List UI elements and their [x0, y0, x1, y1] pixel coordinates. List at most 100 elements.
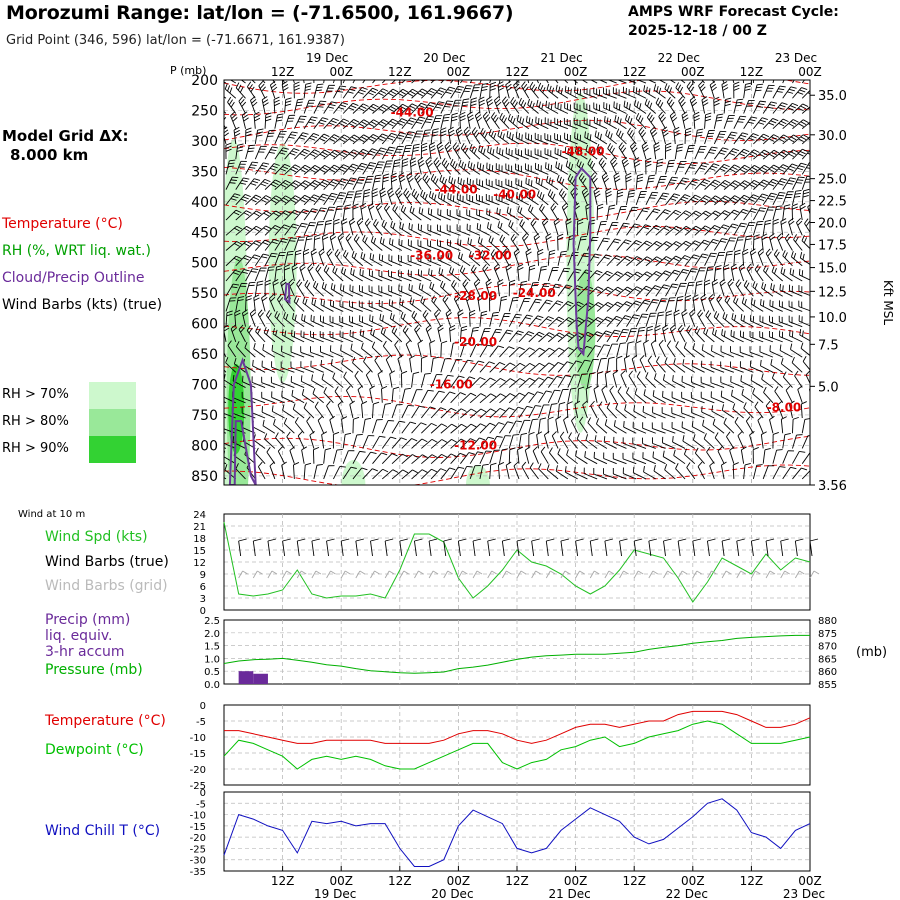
wind-barb [469, 451, 484, 464]
wind-barb [811, 188, 817, 204]
wind-barb [714, 180, 731, 190]
wind-barb [476, 161, 490, 175]
wind-barb [303, 402, 315, 419]
wind-barb [362, 134, 379, 145]
wind-barb [280, 278, 287, 297]
wind-barb [752, 220, 764, 236]
top-hour-tick-label: 12Z [505, 65, 529, 79]
wind-barb [440, 340, 448, 358]
wind-barb [635, 240, 653, 251]
wind-barb [655, 176, 667, 190]
wind-barb [329, 233, 337, 251]
wind-barb [273, 96, 281, 114]
wind-barb [264, 279, 271, 297]
grid-wind-barb [721, 570, 732, 579]
wind-barb [669, 80, 676, 84]
wind-barb [526, 191, 539, 206]
wind-barb [450, 112, 458, 129]
wind-barb [601, 172, 610, 190]
wind-barb [623, 421, 637, 434]
wind-barb [692, 434, 705, 449]
wind-barb [294, 194, 311, 206]
wind-barb [525, 132, 539, 145]
wind-barb [714, 210, 731, 221]
wind-barb [349, 300, 363, 312]
wind-barb [518, 331, 535, 343]
wind-barb [479, 463, 489, 480]
wind-barb [722, 312, 735, 328]
wind-barb [566, 401, 573, 419]
wind-barb [772, 164, 789, 175]
wind-barb [362, 234, 373, 251]
wind-barb [249, 309, 257, 327]
wind-barb [518, 405, 533, 419]
wind-barb [359, 329, 373, 343]
wind-barb [342, 191, 355, 206]
bottom-hour-tick-label: 12Z [505, 874, 529, 888]
wind-barb [479, 250, 491, 267]
wind-barb [342, 450, 355, 464]
wind-barb [417, 339, 423, 358]
wind-barb [741, 388, 754, 404]
wind-barb [323, 206, 336, 221]
wind-barb [440, 374, 454, 388]
wind-barb [664, 464, 676, 480]
wind-barb [388, 299, 403, 312]
wind-barb [391, 132, 407, 145]
wind-barb [274, 210, 291, 221]
wind-barb [645, 208, 661, 221]
wind-barb [581, 187, 590, 206]
wind-barb [547, 316, 565, 327]
wind-barb [351, 250, 364, 267]
wind-barb [577, 218, 584, 236]
wind-barb [678, 96, 686, 114]
wind-barb [545, 100, 559, 114]
wind-barb [792, 162, 807, 175]
wind-barb [666, 340, 676, 358]
wind-barb [420, 355, 428, 373]
wind-barb [359, 285, 373, 297]
wind-barb [274, 163, 291, 175]
wind-barb [332, 431, 340, 449]
wind-barb [460, 438, 476, 449]
wind-barb [401, 117, 417, 130]
wind-barb [545, 233, 552, 251]
wind-barb [510, 233, 520, 251]
wind-barb [625, 172, 632, 190]
wind-barb [457, 176, 471, 191]
wind-barb [235, 463, 246, 480]
wind-barb [538, 376, 554, 388]
wind-barb [739, 361, 754, 373]
wind-barb [264, 210, 282, 221]
wind-barb [505, 192, 520, 206]
wind-barb [643, 389, 656, 404]
wind-barb [749, 248, 757, 266]
wind-barb [333, 205, 344, 221]
grid-wind-barb [560, 570, 571, 579]
wind-barb [369, 252, 383, 267]
wind-barb [674, 295, 684, 312]
wind-barb [489, 449, 501, 464]
wind-barb [732, 403, 744, 419]
wind-barb [323, 134, 340, 145]
wind-barb [225, 283, 240, 297]
wind-barb [441, 158, 451, 175]
temperature-tick-label: -15 [190, 749, 206, 760]
cloud-outline-small [283, 283, 291, 305]
wind-barb [460, 452, 475, 464]
grid-wind-barb [399, 570, 410, 579]
wind-barb [583, 467, 598, 480]
wind-chill-tick-label: -15 [190, 822, 206, 833]
wind-barb [450, 375, 465, 388]
wind-barb [606, 343, 619, 358]
wind-barb [253, 294, 260, 312]
wind-barb [658, 339, 666, 358]
wind-barb [616, 271, 633, 282]
wind-barb [291, 329, 305, 343]
wind-barb [499, 393, 516, 404]
wind-barb [743, 194, 759, 206]
wind-barb [665, 159, 676, 175]
wind-barb [434, 309, 442, 327]
wind-barb [772, 178, 788, 190]
